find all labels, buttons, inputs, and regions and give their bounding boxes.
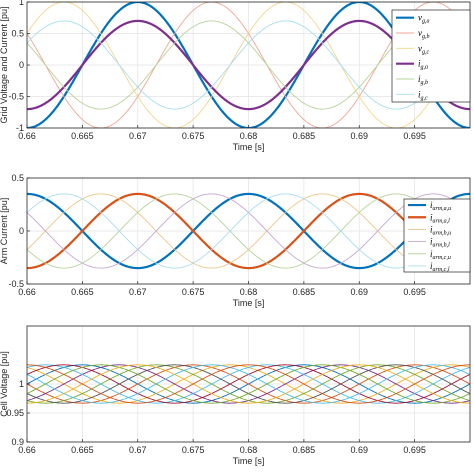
legend-entry: iarm,b,l <box>430 237 450 249</box>
x-tick-label: 0.665 <box>71 287 94 297</box>
series-line-6 <box>27 20 470 110</box>
x-tick-label: 0.685 <box>293 287 316 297</box>
y-tick-label: 0.5 <box>11 173 24 183</box>
y-tick-label: 0.95 <box>6 408 24 418</box>
x-axis-label: Time [s] <box>233 456 265 466</box>
x-tick-label: 0.68 <box>240 131 258 141</box>
chart-panel-3: 0.66 0.665 0.67 0.675 0.68 0.685 0.69 0.695 0.9 0… <box>0 325 471 466</box>
legend-entry: iarm,a,l <box>430 212 450 224</box>
y-axis-label: Grid Voltage and Current [pu] <box>0 6 9 123</box>
x-tick-label: 0.675 <box>182 445 205 455</box>
x-tick-label: 0.69 <box>350 287 368 297</box>
legend-entry: vg,a <box>418 13 430 25</box>
x-axis-label: Time [s] <box>233 142 265 152</box>
legend-entry: ig,a <box>418 59 428 71</box>
legend-entry: iarm,c,l <box>430 261 450 273</box>
x-tick-label: 0.675 <box>182 131 205 141</box>
chart-panel-2: 0.66 0.665 0.67 0.675 0.68 0.685 0.69 0.695 -0.5… <box>0 173 471 308</box>
x-tick-label: 0.66 <box>18 131 36 141</box>
x-tick-label: 0.69 <box>350 131 368 141</box>
x-tick-label: 0.67 <box>129 131 147 141</box>
legend-entry: ig,b <box>418 74 428 86</box>
series-line-6 <box>27 193 470 269</box>
y-tick-label: 0 <box>19 226 24 236</box>
legend: vg,a vg,b vg,c ig,a ig,b ig,c <box>391 9 471 103</box>
x-tick-label: 0.695 <box>403 287 426 297</box>
x-axis-label: Time [s] <box>233 298 265 308</box>
legend-entry: vg,b <box>418 28 430 40</box>
x-tick-label: 0.665 <box>71 445 94 455</box>
y-tick-label: 0.9 <box>11 437 24 447</box>
y-axis-label: Arm Current [pu] <box>0 198 9 265</box>
y-tick-label: -1 <box>16 123 24 133</box>
legend-entry: iarm,a,u <box>430 200 451 212</box>
y-tick-label: -0.5 <box>8 279 24 289</box>
x-tick-label: 0.68 <box>240 287 258 297</box>
series-line-11 <box>27 364 470 404</box>
x-tick-label: 0.695 <box>403 445 426 455</box>
y-tick-label: 1 <box>19 379 24 389</box>
x-tick-label: 0.66 <box>18 445 36 455</box>
x-tick-label: 0.665 <box>71 131 94 141</box>
series-line-5 <box>27 193 470 269</box>
x-tick-label: 0.69 <box>350 445 368 455</box>
y-tick-label: 1 <box>19 0 24 7</box>
x-tick-label: 0.66 <box>18 287 36 297</box>
series-line-12 <box>27 364 470 404</box>
x-tick-label: 0.67 <box>129 287 147 297</box>
x-tick-label: 0.675 <box>182 287 205 297</box>
y-axis-label: Cell Voltage [pu] <box>0 351 9 417</box>
y-tick-label: 0.5 <box>11 29 24 39</box>
legend-entry: ig,c <box>418 89 428 101</box>
legend-entry: vg,c <box>418 43 430 55</box>
x-tick-label: 0.695 <box>403 131 426 141</box>
legend-entry: iarm,c,u <box>430 249 451 261</box>
series-line-6 <box>27 364 470 404</box>
y-tick-label: 0 <box>19 60 24 70</box>
y-tick-label: -0.5 <box>8 92 24 102</box>
legend-entry: iarm,b,u <box>430 224 451 236</box>
x-tick-label: 0.685 <box>293 445 316 455</box>
x-tick-label: 0.685 <box>293 131 316 141</box>
chart-panel-1: 0.66 0.665 0.67 0.675 0.68 0.685 0.69 0.695 -1 -0… <box>0 0 471 152</box>
x-tick-label: 0.67 <box>129 445 147 455</box>
x-tick-label: 0.68 <box>240 445 258 455</box>
legend: iarm,a,uiarm,a,liarm,b,uiarm,b,liarm,c,u… <box>403 198 471 273</box>
